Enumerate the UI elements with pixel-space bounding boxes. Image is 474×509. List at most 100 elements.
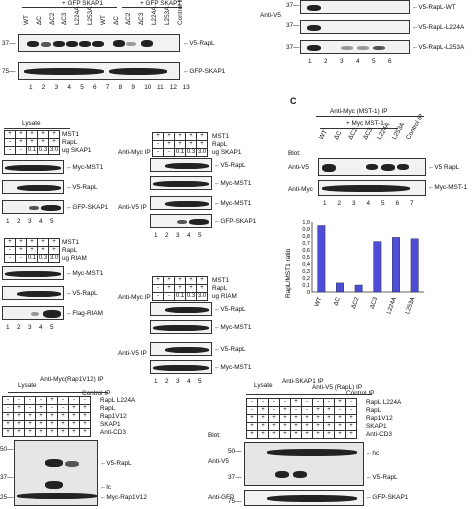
chart-xtick-4: L224A <box>386 297 398 315</box>
ip1-lane-num-3: 4 <box>187 232 191 239</box>
blot-v5-rapl <box>18 34 180 52</box>
panel-b-lane-num-0: 1 <box>308 58 312 65</box>
panel-e-ip2: Anti-V5 (RapL) IP <box>312 384 363 391</box>
panel-b-lane-num-3: 4 <box>356 58 360 65</box>
panel-d-row-3: SKAP1 <box>100 421 121 428</box>
label-gfp-skap1-1: GFP-SKAP1 <box>66 204 108 211</box>
panel-d-mw-37: 37— <box>0 474 14 481</box>
ip1-lane-num-4: 5 <box>198 232 202 239</box>
label-myc-mst1-2: Myc-MST1 <box>66 270 103 277</box>
lysate1-lane-num-2: 3 <box>28 218 32 225</box>
chart-ylabel: RapL/MST1 ratio <box>285 248 292 298</box>
label-v5-rapl: V5-RapL <box>183 40 214 47</box>
chart-ytick-8: 0,2 <box>302 276 310 282</box>
panel-c-ip-title: Anti-Myc (MST-1) IP <box>330 108 388 115</box>
chart-ytick-0: 1,0 <box>302 220 310 226</box>
mw-37-2: 37— <box>286 22 300 29</box>
chart-ytick-5: 0,5 <box>302 255 310 261</box>
panel-a-lane-12: Control IP <box>176 0 184 25</box>
panel-b-lane-num-5: 6 <box>388 58 392 65</box>
panel-a-lane-2: ΔC2 <box>48 12 56 25</box>
panel-c-lane-num-5: 6 <box>395 200 400 207</box>
panel-c-label-myc-mst1: Myc-MST-1 <box>428 184 467 191</box>
lysate1-lane-num-3: 4 <box>39 218 43 225</box>
ip2-lane-num-4: 5 <box>198 378 202 385</box>
panel-a-lane-num-10: 11 <box>157 84 164 91</box>
panel-e-label-gfp-skap1: GFP-SKAP1 <box>366 494 408 501</box>
panel-a-lane-num-12: 13 <box>182 84 190 91</box>
label-v5-rapl-2: V5-RapL <box>66 290 97 297</box>
label-myc-mst1-1: Myc-MST1 <box>66 164 103 171</box>
label-flag-riam: Flag-RIAM <box>66 310 103 317</box>
ip-blot-myc-mst1 <box>150 176 212 190</box>
panel-a-lane-1: ΔC <box>35 16 43 25</box>
panel-a-lane-0: WT <box>23 15 30 25</box>
panel-c-sub: + Myc MST-1 <box>346 120 384 127</box>
panel-a-lane-7: ΔC <box>112 16 120 25</box>
panel-d-control: Control IP <box>82 390 111 397</box>
panel-d-row-4: Anti-CD3 <box>100 429 126 436</box>
panel-d-label-myc-rap1v12: Myc-Rap1V12 <box>100 494 147 501</box>
lysate2-lane-num-1: 2 <box>17 324 21 331</box>
panel-a-lane-num-2: 3 <box>54 84 59 91</box>
ip2-row-rapl: RapL <box>212 285 228 292</box>
ratio-bar-chart: RapL/MST1 ratio 1,00,90,80,70,60,50,40,3… <box>285 220 424 315</box>
ip2-label-v5-rapl-b: V5-RapL <box>214 346 245 353</box>
row-rapl: RapL <box>62 139 78 146</box>
chart-ytick-6: 0,4 <box>302 262 310 268</box>
ip-label-myc-mst1-b: Myc-MST1 <box>214 200 251 207</box>
ip-label-gfp-skap1: GFP-SKAP1 <box>214 218 256 225</box>
ip2-row-ug-riam: ug RIAM <box>212 293 237 300</box>
ip-anti-myc-2: Anti-Myc IP <box>118 294 151 301</box>
chart-xtick-2: ΔC2 <box>351 296 361 310</box>
panel-a-lane-num-0: 1 <box>29 84 33 91</box>
panel-e-label-v5-rapl: V5-RapL <box>366 474 397 481</box>
chart-bar-0 <box>317 225 326 293</box>
panel-e-mw-50: 50— <box>228 448 242 455</box>
lysate2-lane-num-0: 1 <box>6 324 10 331</box>
panel-a-lane-num-4: 5 <box>80 84 84 91</box>
panel-d-row-0: RapL L224A <box>100 397 136 404</box>
panel-d-label-v5-rapl: V5-RapL <box>100 460 131 467</box>
panel-c-letter: C <box>290 96 297 106</box>
blot-rapl-l224a <box>300 20 410 34</box>
panel-a-lane-5: L253A <box>87 6 94 25</box>
ip1-lane-num-2: 3 <box>176 232 180 239</box>
ip-anti-v5-2: Anti-V5 IP <box>118 350 147 357</box>
ip2-label-myc-mst1-b: Myc-MST1 <box>214 364 251 371</box>
panel-c-blot-v5 <box>318 158 426 176</box>
panel-a-lane-num-5: 6 <box>93 84 97 91</box>
ip-anti-v5-1: Anti-V5 IP <box>118 204 147 211</box>
row-mst1: MST1 <box>62 131 80 138</box>
lysate-title: Lysate <box>22 120 41 127</box>
header-gfp-skap1-left: + GFP SKAP1 <box>62 0 103 7</box>
chart-ytick-3: 0,7 <box>302 241 310 247</box>
panel-c-lane-num-0: 1 <box>323 200 327 207</box>
ip2-lane-num-1: 2 <box>165 378 169 385</box>
ip2-label-v5-rapl: V5-RapL <box>214 306 245 313</box>
chart-ytick-2: 0,8 <box>302 234 310 240</box>
panel-e-row-4: Anti-CD3 <box>366 431 392 438</box>
ip1-lane-num-0: 1 <box>154 232 158 239</box>
header-gfp-skap1-right: + GFP SKAP1 <box>140 0 181 7</box>
chart-axes <box>311 222 424 293</box>
chart-bar-4 <box>392 237 400 293</box>
ip2-blot-myc-mst1-b <box>150 360 212 374</box>
ip-blot-myc-mst1-b <box>150 196 212 210</box>
panel-e-lysate: Lysate <box>254 382 273 389</box>
blot-gfp-skap1 <box>18 62 180 80</box>
panel-c-label-v5-rapl: V5 RapL <box>428 164 459 171</box>
ip-label-v5-rapl: V5-RapL <box>214 162 245 169</box>
panel-c-lane-num-6: 7 <box>410 200 414 207</box>
label-rapl-l224a: V5-RapL-L224A <box>412 24 464 31</box>
ip-label-myc-mst1: Myc-MST1 <box>214 180 251 187</box>
panel-e-row-2: Rap1V12 <box>366 415 393 422</box>
panel-e-ip1: Anti-SKAP1 IP <box>282 378 324 385</box>
ip2-lane-num-3: 4 <box>187 378 191 385</box>
panel-d-row-2: Rap1V12 <box>100 413 127 420</box>
panel-e-blot-gfp <box>244 490 364 506</box>
chart-xtick-5: L253A <box>405 297 417 315</box>
panel-d-mw-50: 50— <box>0 446 14 453</box>
chart-ytick-7: 0,3 <box>302 269 310 275</box>
chart-xtick-1: ΔC <box>333 296 342 307</box>
